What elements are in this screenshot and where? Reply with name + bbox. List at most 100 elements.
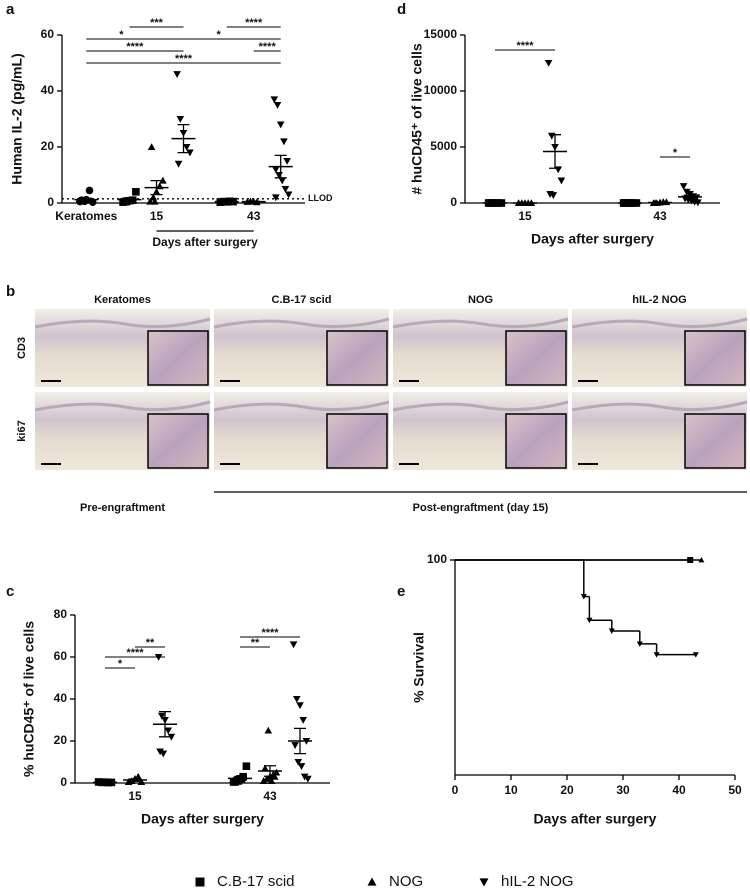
marker (698, 557, 705, 563)
x-tick-label: 15 (518, 209, 532, 223)
marker (156, 748, 164, 756)
marker (151, 197, 159, 205)
marker (159, 750, 168, 758)
panel-letter: a (6, 1, 15, 18)
significance-label: **** (259, 41, 277, 53)
y-tick-label: 20 (54, 733, 68, 747)
marker (85, 186, 94, 195)
y-tick-label: 40 (54, 691, 68, 705)
x-tick-label: 43 (247, 209, 261, 223)
significance-label: **** (261, 627, 279, 639)
x-tick-label: 30 (616, 783, 630, 797)
marker (176, 115, 185, 123)
y-tick-label: 60 (41, 27, 55, 41)
marker (679, 183, 688, 190)
significance-label: ** (146, 637, 155, 649)
sem-bar (549, 134, 561, 169)
row-label: CD3 (16, 337, 28, 359)
marker (608, 628, 615, 634)
significance-label: **** (245, 17, 263, 29)
marker (182, 143, 191, 151)
marker (294, 758, 303, 766)
llod-label: LLOD (308, 193, 333, 203)
x-axis-label: Days after surgery (534, 811, 657, 827)
inset (326, 330, 388, 386)
y-tick-label: 0 (60, 775, 67, 789)
marker (270, 96, 279, 104)
inset (505, 330, 567, 386)
sem-bar (177, 123, 190, 154)
marker (662, 198, 671, 206)
x-tick-label: 50 (728, 783, 742, 797)
marker (300, 773, 309, 781)
marker (259, 777, 268, 784)
footer-label: Pre-engraftment (80, 502, 165, 514)
marker (367, 877, 377, 886)
sem-bar (264, 765, 276, 777)
tissue-surface (392, 317, 569, 329)
legend-label: hIL-2 NOG (501, 873, 574, 890)
legend-label: C.B-17 scid (217, 873, 295, 890)
marker (173, 71, 181, 78)
marker (549, 192, 558, 199)
tissue-surface (213, 317, 390, 329)
significance-label: * (118, 658, 123, 670)
marker (293, 695, 301, 703)
y-axis-label: # huCD45⁺ of live cells (409, 43, 425, 195)
significance-label: * (216, 29, 221, 41)
x-axis-label: Days after surgery (141, 811, 264, 827)
x-tick-label: 40 (672, 783, 686, 797)
footer-label: Post-engraftment (day 15) (413, 502, 549, 514)
column-header: NOG (468, 294, 493, 306)
marker (261, 764, 269, 772)
y-tick-label: 20 (41, 139, 55, 153)
row-label: ki67 (16, 420, 28, 441)
y-axis-label: % Survival (411, 632, 427, 703)
marker (174, 160, 183, 168)
marker (692, 194, 701, 202)
x-tick-label: Keratomes (55, 209, 117, 223)
y-tick-label: 15000 (424, 27, 458, 41)
column-header: Keratomes (94, 294, 151, 306)
marker (167, 733, 176, 741)
marker (291, 742, 299, 749)
sem-bar (294, 727, 306, 755)
marker (195, 877, 205, 887)
x-axis-label: Days after surgery (152, 235, 258, 249)
inset (505, 413, 567, 469)
sem-bar (80, 197, 93, 202)
x-tick-label: 20 (560, 783, 574, 797)
y-tick-label: 100 (427, 552, 447, 566)
significance-label: * (673, 147, 678, 159)
y-axis-label: % huCD45⁺ of live cells (21, 621, 37, 777)
significance-label: **** (175, 53, 193, 65)
sem-bar (159, 710, 171, 738)
panel-letter: c (6, 583, 14, 600)
significance-label: ** (251, 637, 260, 649)
marker (686, 191, 694, 198)
marker (164, 727, 172, 735)
sem-bar (150, 179, 163, 196)
column-header: hIL-2 NOG (632, 294, 686, 306)
tissue-surface (571, 317, 748, 329)
significance-label: *** (150, 17, 164, 29)
marker (281, 185, 290, 193)
marker (272, 194, 280, 202)
tissue-surface (213, 400, 390, 412)
y-tick-label: 80 (54, 607, 68, 621)
tissue-surface (392, 400, 569, 412)
marker (273, 101, 282, 109)
marker (557, 177, 566, 185)
marker (276, 121, 285, 129)
column-header: C.B-17 scid (272, 294, 332, 306)
marker (158, 712, 166, 720)
marker (242, 762, 251, 770)
x-axis-label: Days after surgery (531, 231, 654, 247)
y-tick-label: 0 (47, 195, 54, 209)
sem-bar (247, 200, 260, 203)
sem-bar (129, 778, 141, 782)
marker (283, 157, 291, 165)
y-tick-label: 40 (41, 83, 55, 97)
marker (636, 641, 643, 647)
y-tick-label: 10000 (424, 83, 458, 97)
